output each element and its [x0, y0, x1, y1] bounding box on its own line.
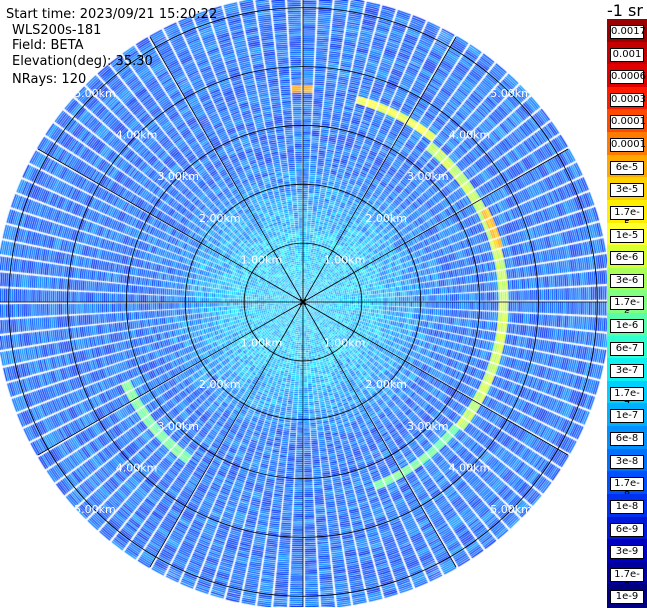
colorbar-label: 1e-5 — [610, 228, 644, 243]
colorbar-label: 1e-7 — [610, 409, 644, 424]
range-label: 3.00km — [157, 420, 199, 433]
colorbar-label: 0.0003 — [610, 92, 646, 107]
colorbar-label: 0.0001 — [610, 138, 646, 153]
colorbar-label: 0.00017 — [610, 115, 647, 130]
azimuth-line — [37, 301, 304, 456]
colorbar-label: 6e-7 — [610, 341, 644, 356]
colorbar-label: 6e-5 — [610, 160, 644, 175]
range-label: 4.00km — [116, 129, 158, 142]
colorbar-label: 6e-6 — [610, 251, 644, 266]
colorbar-label: 1e-9 — [610, 590, 644, 605]
colorbar-label: 1.7e-7 — [610, 386, 644, 411]
colorbar-label: 3e-7 — [610, 364, 644, 379]
azimuth-line — [37, 148, 304, 303]
range-label: 3.00km — [407, 420, 449, 433]
range-label: 4.00km — [116, 461, 158, 474]
center-mark — [299, 298, 307, 306]
colorbar-label: 3e-8 — [610, 454, 644, 469]
range-label: 2.00km — [199, 378, 241, 391]
colorbar-label: 1.7e-5 — [610, 205, 644, 230]
colorbar: 0.0017 0.001 0.0006 0.0003 0.00017 0.0001 6e-5… — [607, 19, 647, 608]
colorbar-label: 3e-5 — [610, 183, 644, 198]
range-label: 5.00km — [490, 503, 532, 516]
start-time: Start time: 2023/09/21 15:20:22 — [6, 7, 218, 22]
colorbar-label: 1e-8 — [610, 499, 644, 514]
grid-lines — [0, 0, 609, 607]
colorbar-label: 1.7e-8 — [610, 477, 644, 501]
colorbar-unit: -1 sr — [607, 1, 643, 20]
colorbar-label: 1.7e-9 — [610, 567, 644, 592]
colorbar-label: 1e-6 — [610, 319, 644, 333]
elevation-label: Elevation(deg): 35.30 — [12, 54, 153, 69]
range-ring — [243, 242, 363, 362]
azimuth-line — [302, 301, 457, 568]
field-label: Field: BETA — [12, 38, 84, 53]
azimuth-line — [302, 148, 569, 303]
range-label: 4.00km — [449, 129, 491, 142]
azimuth-line — [149, 36, 304, 303]
range-ring — [126, 125, 480, 479]
range-label: 5.00km — [74, 503, 116, 516]
colorbar-label: 1.7e-6 — [610, 296, 644, 320]
range-label: 1.00km — [241, 253, 283, 266]
range-label: 2.00km — [365, 212, 407, 225]
range-label: 2.00km — [199, 212, 241, 225]
colorbar-label: 3e-6 — [610, 273, 644, 288]
colorbar-label: 6e-8 — [610, 432, 644, 447]
range-label: 1.00km — [324, 337, 366, 350]
colorbar-label: 0.001 — [610, 47, 644, 62]
colorbar-label: 6e-9 — [610, 522, 644, 537]
instrument-name: WLS200s-181 — [12, 23, 102, 38]
range-label: 5.00km — [490, 87, 532, 100]
colorbar-label: 0.0006 — [610, 70, 646, 85]
range-ring — [8, 7, 598, 597]
range-label: 4.00km — [449, 461, 491, 474]
colorbar-label: 3e-9 — [610, 545, 644, 560]
azimuth-line — [302, 301, 569, 456]
range-label: 5.00km — [74, 87, 116, 100]
azimuth-line — [302, 36, 457, 303]
range-label: 3.00km — [407, 170, 449, 183]
range-label: 1.00km — [241, 337, 283, 350]
colorbar-label: 0.0017 — [610, 25, 646, 39]
range-ring — [184, 183, 422, 421]
range-label: 2.00km — [365, 378, 407, 391]
nrays-label: NRays: 120 — [12, 72, 87, 87]
azimuth-line — [149, 301, 304, 568]
range-label: 1.00km — [324, 253, 366, 266]
range-labels: 1.00km 1.00km 1.00km 1.00km 2.00km 2.00km 2.00… — [74, 87, 532, 516]
range-ring — [67, 66, 539, 538]
range-label: 3.00km — [157, 170, 199, 183]
